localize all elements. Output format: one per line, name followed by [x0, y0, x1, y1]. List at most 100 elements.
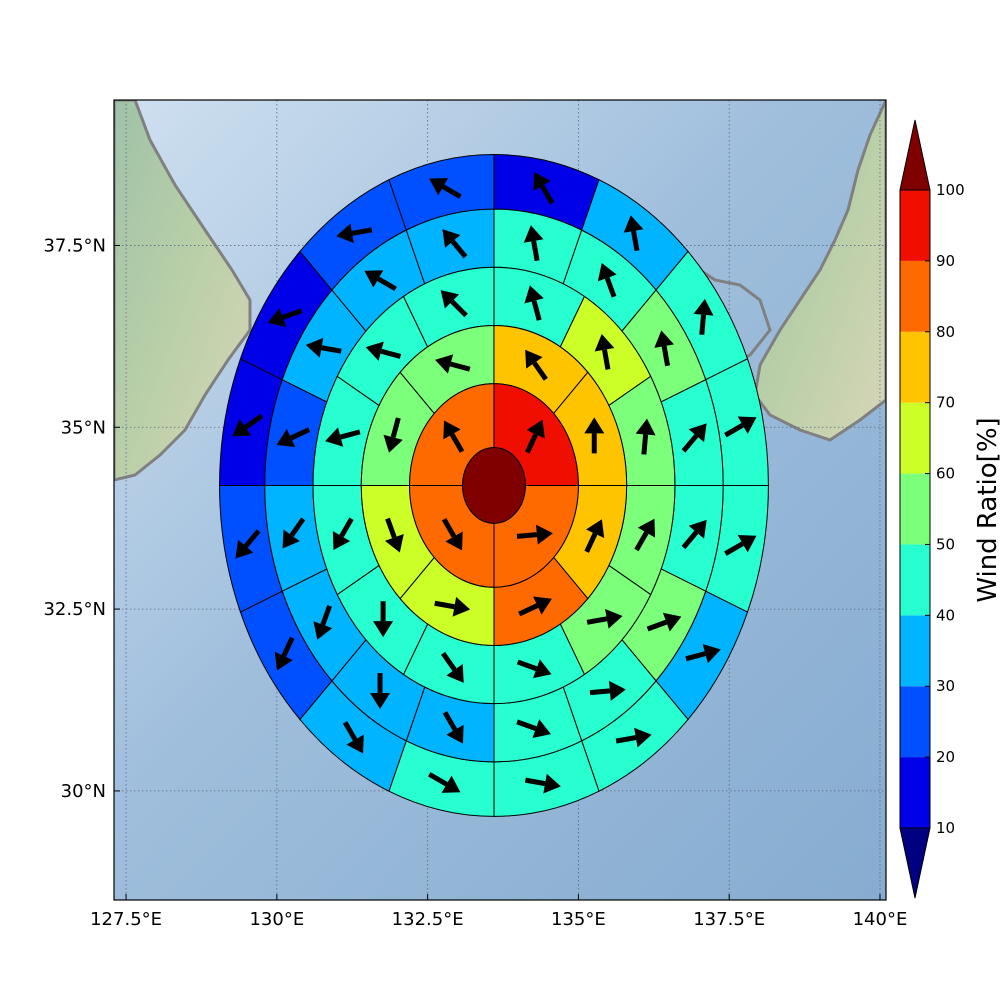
wind-arrow: [325, 427, 361, 447]
wind-arrow: [524, 285, 544, 321]
wind-arrow: [434, 596, 471, 617]
wind-arrow: [429, 177, 462, 199]
wind-arrow: [442, 711, 464, 744]
colorbar-tick-label: 30: [936, 677, 955, 695]
wind-arrow: [525, 349, 548, 381]
colorbar-segment: [900, 686, 930, 758]
colorbar-tick-label: 90: [936, 252, 955, 270]
colorbar-segment: [900, 473, 930, 545]
colorbar-tick-label: 20: [936, 748, 955, 766]
wind-arrow: [635, 418, 656, 455]
map-area: [114, 100, 886, 900]
colorbar-segment: [900, 757, 930, 828]
wind-arrow: [516, 524, 553, 545]
wind-arrow: [441, 651, 464, 683]
wind-arrow: [681, 423, 707, 453]
wind-arrow: [441, 517, 463, 551]
wind-arrow: [615, 727, 652, 748]
wind-arrow: [584, 519, 605, 553]
colorbar-tick-label: 100: [936, 181, 965, 199]
wind-arrow: [681, 519, 707, 550]
wind-arrow: [332, 517, 354, 550]
wind-arrow: [440, 290, 468, 318]
colorbar-frame: [899, 189, 931, 829]
wind-arrow: [274, 636, 295, 671]
map-frame: [113, 99, 887, 901]
wind-arrow: [685, 643, 721, 664]
wind-arrow: [364, 270, 397, 292]
wind-arrow: [370, 673, 391, 710]
wind-arrow: [313, 605, 333, 640]
wind-arrow: [724, 535, 757, 556]
y-tick-label: 37.5°N: [43, 235, 106, 256]
colorbar-segment: [900, 190, 930, 261]
wind-arrow: [623, 215, 644, 252]
wind-arrow: [525, 419, 545, 454]
wind-arrow: [654, 330, 674, 367]
y-axis-ticks: 30°N 32.5°N 35°N 37.5°N: [43, 235, 120, 802]
wind-arrow: [443, 420, 465, 453]
wind-arrow: [373, 601, 394, 638]
x-tick-label: 135°E: [551, 909, 606, 930]
x-tick-label: 137.5°E: [693, 909, 765, 930]
wind-arrow: [584, 417, 605, 454]
colorbar-segment: [900, 260, 930, 332]
colorbar-tick-label: 60: [936, 465, 955, 483]
y-tick-label: 32.5°N: [43, 599, 106, 620]
wind-arrow: [282, 517, 306, 549]
wind-arrow: [724, 416, 757, 438]
wind-arrow: [646, 612, 682, 632]
wind-arrow: [267, 308, 303, 327]
colorbar-tick-label: 80: [936, 323, 955, 341]
colorbar-segment: [900, 615, 930, 687]
colorbar-label: Wind Ratio[%]: [973, 417, 1000, 602]
polar-grid-cells: [219, 154, 769, 817]
wind-arrow: [342, 721, 364, 754]
colorbar-tick-label: 50: [936, 535, 955, 553]
colorbar: 10 20 30 40 50 60 70 80 90 100: [899, 119, 965, 899]
colorbar-segment: [900, 402, 930, 474]
colorbar-tick-label: 10: [936, 819, 955, 837]
korea-landmass: [114, 100, 252, 482]
wind-arrow: [336, 223, 373, 244]
wind-arrow: [516, 659, 552, 679]
wind-arrow: [428, 772, 461, 793]
wind-arrows: [232, 172, 757, 794]
wind-arrow: [384, 517, 404, 553]
wind-arrow: [523, 225, 544, 262]
x-tick-label: 127.5°E: [90, 909, 162, 930]
colorbar-tick-label: 70: [936, 394, 955, 412]
colorbar-segment: [900, 544, 930, 616]
wind-arrow: [524, 773, 561, 794]
wind-arrow: [693, 298, 714, 335]
wind-arrow: [516, 719, 551, 739]
x-tick-label: 130°E: [249, 909, 304, 930]
x-tick-label: 140°E: [853, 909, 908, 930]
wind-arrow: [435, 354, 471, 374]
y-tick-label: 30°N: [61, 781, 106, 802]
grid-cell-center: [462, 447, 526, 524]
y-tick-label: 35°N: [61, 417, 106, 438]
wind-arrow: [634, 518, 656, 552]
wind-arrow: [305, 337, 342, 358]
wind-arrow: [235, 529, 261, 559]
colorbar-segment: [900, 331, 930, 403]
wind-arrow: [442, 229, 468, 259]
wind-arrow: [365, 341, 402, 361]
colorbar-under-extension: [899, 827, 931, 899]
japan-landmass: [753, 100, 886, 442]
wind-arrow: [232, 413, 264, 437]
colorbar-over-extension: [899, 119, 931, 191]
wind-arrow: [533, 172, 555, 205]
wind-arrow: [597, 262, 617, 298]
x-tick-label: 132.5°E: [392, 909, 464, 930]
wind-arrow: [383, 417, 403, 453]
x-axis-ticks: 127.5°E 130°E 132.5°E 135°E 137.5°E 140°E: [90, 894, 907, 930]
colorbar-tick-label: 40: [936, 606, 955, 624]
wind-arrow: [594, 334, 615, 370]
wind-arrow: [586, 608, 623, 629]
wind-arrow: [589, 680, 626, 701]
wind-arrow: [276, 427, 311, 448]
wind-arrow: [518, 596, 552, 617]
